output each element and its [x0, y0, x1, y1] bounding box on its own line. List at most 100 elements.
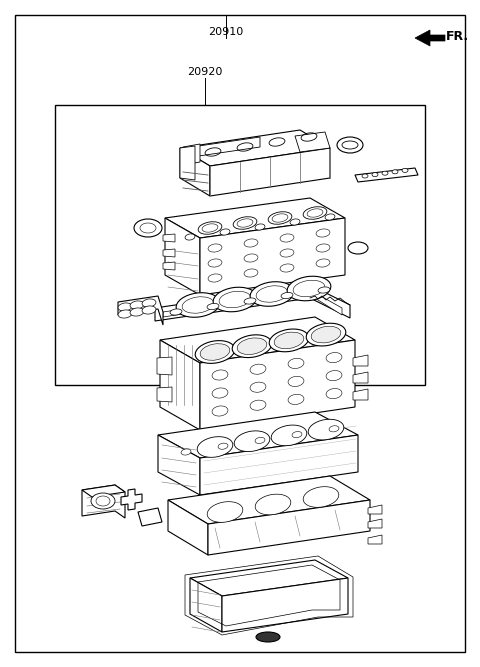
- Ellipse shape: [212, 388, 228, 398]
- Ellipse shape: [142, 306, 156, 314]
- Polygon shape: [353, 355, 368, 366]
- Polygon shape: [158, 435, 200, 495]
- Ellipse shape: [256, 285, 288, 302]
- Ellipse shape: [288, 358, 304, 368]
- Ellipse shape: [306, 323, 346, 346]
- Polygon shape: [160, 317, 355, 363]
- Ellipse shape: [255, 224, 265, 230]
- Ellipse shape: [307, 209, 323, 217]
- Ellipse shape: [280, 249, 294, 257]
- Ellipse shape: [292, 432, 302, 438]
- Ellipse shape: [207, 303, 219, 309]
- Polygon shape: [185, 137, 260, 158]
- Ellipse shape: [342, 141, 358, 149]
- Ellipse shape: [392, 170, 398, 174]
- Ellipse shape: [303, 487, 339, 508]
- Ellipse shape: [234, 431, 270, 452]
- Ellipse shape: [208, 259, 222, 267]
- Ellipse shape: [271, 425, 307, 446]
- Ellipse shape: [181, 449, 191, 455]
- Ellipse shape: [208, 244, 222, 252]
- Ellipse shape: [326, 353, 342, 363]
- Polygon shape: [163, 249, 175, 257]
- Ellipse shape: [362, 174, 368, 178]
- Polygon shape: [210, 148, 330, 196]
- Bar: [55, 105, 425, 385]
- Ellipse shape: [233, 217, 257, 229]
- Ellipse shape: [202, 224, 218, 232]
- Text: FR.: FR.: [446, 29, 469, 43]
- Ellipse shape: [308, 420, 344, 440]
- Polygon shape: [200, 435, 358, 495]
- Polygon shape: [200, 218, 345, 295]
- Ellipse shape: [244, 239, 258, 247]
- Ellipse shape: [281, 292, 293, 299]
- Polygon shape: [415, 30, 445, 46]
- Ellipse shape: [250, 364, 266, 374]
- Polygon shape: [200, 340, 355, 430]
- Polygon shape: [118, 296, 163, 325]
- Polygon shape: [165, 218, 200, 295]
- Ellipse shape: [256, 632, 280, 642]
- Ellipse shape: [220, 229, 230, 235]
- Ellipse shape: [219, 291, 251, 307]
- Ellipse shape: [176, 293, 220, 317]
- Polygon shape: [353, 389, 368, 400]
- Ellipse shape: [326, 388, 342, 399]
- Polygon shape: [183, 144, 200, 165]
- Ellipse shape: [130, 308, 144, 316]
- Ellipse shape: [293, 280, 325, 297]
- Polygon shape: [82, 485, 125, 518]
- Ellipse shape: [250, 382, 266, 392]
- Ellipse shape: [316, 244, 330, 252]
- Polygon shape: [180, 130, 330, 166]
- Ellipse shape: [213, 287, 257, 311]
- Ellipse shape: [280, 264, 294, 272]
- Polygon shape: [190, 578, 222, 632]
- Ellipse shape: [255, 494, 291, 515]
- Ellipse shape: [198, 221, 222, 234]
- Ellipse shape: [318, 287, 330, 293]
- Ellipse shape: [185, 234, 195, 240]
- Ellipse shape: [232, 335, 272, 358]
- Ellipse shape: [372, 173, 378, 177]
- Ellipse shape: [212, 406, 228, 416]
- Ellipse shape: [197, 437, 233, 458]
- Ellipse shape: [250, 400, 266, 410]
- Ellipse shape: [326, 371, 342, 381]
- Ellipse shape: [244, 298, 256, 304]
- Polygon shape: [160, 340, 200, 430]
- Ellipse shape: [91, 493, 115, 509]
- Polygon shape: [368, 535, 382, 544]
- Ellipse shape: [287, 276, 331, 301]
- Ellipse shape: [118, 310, 132, 318]
- Ellipse shape: [130, 301, 144, 309]
- Ellipse shape: [207, 502, 243, 522]
- Polygon shape: [163, 234, 175, 242]
- Ellipse shape: [244, 254, 258, 262]
- Ellipse shape: [290, 219, 300, 225]
- Polygon shape: [157, 387, 172, 402]
- Ellipse shape: [195, 341, 235, 364]
- Polygon shape: [163, 262, 175, 270]
- Ellipse shape: [311, 326, 341, 343]
- Ellipse shape: [274, 332, 304, 349]
- Ellipse shape: [316, 259, 330, 267]
- Ellipse shape: [402, 168, 408, 172]
- Ellipse shape: [237, 219, 253, 227]
- Polygon shape: [355, 168, 418, 182]
- Polygon shape: [180, 148, 210, 196]
- Polygon shape: [353, 372, 368, 383]
- Polygon shape: [190, 560, 348, 596]
- Ellipse shape: [140, 223, 156, 233]
- Ellipse shape: [316, 229, 330, 237]
- Polygon shape: [168, 500, 208, 555]
- Polygon shape: [165, 198, 345, 238]
- Ellipse shape: [268, 211, 292, 224]
- Ellipse shape: [382, 171, 388, 175]
- Polygon shape: [157, 357, 172, 375]
- Ellipse shape: [142, 299, 156, 307]
- Ellipse shape: [250, 281, 294, 306]
- Text: 20920: 20920: [187, 67, 223, 77]
- Ellipse shape: [218, 443, 228, 450]
